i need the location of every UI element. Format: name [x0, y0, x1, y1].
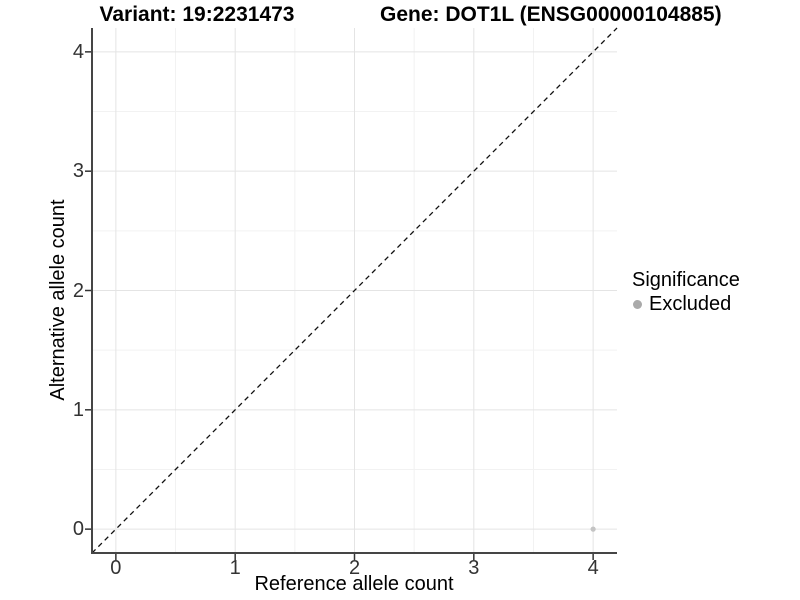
legend-entry-excluded: Excluded [632, 293, 740, 315]
figure-title-variant: Variant: 19:2231473 [99, 3, 295, 26]
identity-line [91, 27, 618, 554]
y-tick-label: 3 [72, 160, 84, 183]
figure-title-gene: Gene: DOT1L (ENSG00000104885) [380, 3, 722, 26]
x-tick-label: 1 [229, 557, 241, 579]
y-tick-label: 2 [72, 279, 84, 302]
legend: Significance Excluded [632, 269, 740, 315]
x-tick-label: 2 [348, 557, 361, 579]
x-tick-label: 3 [468, 557, 480, 579]
x-tick-label: 0 [110, 557, 122, 579]
excluded-point-swatch-icon [633, 300, 642, 309]
y-tick-label: 1 [72, 398, 84, 421]
y-axis-title: Alternative allele count [47, 199, 69, 401]
x-axis-title: Reference allele count [254, 573, 454, 595]
legend-label: Excluded [649, 293, 732, 315]
x-tick-label: 4 [587, 557, 599, 579]
legend-title: Significance [632, 269, 740, 291]
data-point-excluded [590, 526, 596, 532]
y-tick-label: 0 [72, 518, 84, 541]
y-tick-label: 4 [72, 40, 84, 63]
